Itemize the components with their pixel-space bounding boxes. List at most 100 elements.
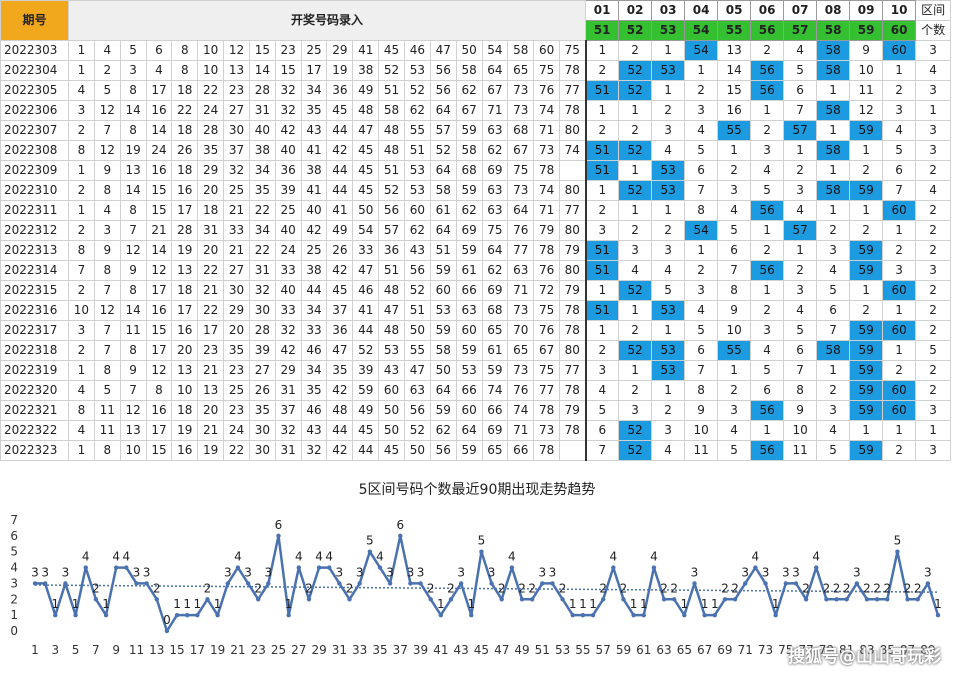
period-cell: 2022314 <box>0 260 69 281</box>
drawn-number-cell: 58 <box>455 140 483 161</box>
zone-cell: 6 <box>584 420 620 441</box>
zone-cell: 9 <box>783 400 818 421</box>
x-tick-label: 87 <box>900 643 915 657</box>
drawn-number-cell: 9 <box>119 360 147 381</box>
drawn-number-cell: 25 <box>300 40 328 61</box>
drawn-number-cell: 24 <box>223 420 250 441</box>
zone-header-52: 52 <box>618 20 653 41</box>
data-point <box>499 597 504 602</box>
data-point <box>63 581 68 586</box>
x-tick-label: 1 <box>31 643 39 657</box>
x-tick-label: 29 <box>311 643 326 657</box>
drawn-number-cell: 48 <box>378 140 405 161</box>
zone-cell: 59 <box>849 260 884 281</box>
table-row: 2022316 10 12 14 16 17 22 29 30 33 34 37 41 47 51 53 63 6… <box>0 300 952 321</box>
data-point <box>367 549 373 554</box>
data-point <box>53 612 58 618</box>
zone-header-03: 03 <box>651 0 686 21</box>
data-point <box>743 581 748 586</box>
drawn-number-cell: 40 <box>300 200 328 221</box>
data-label: 4 <box>82 550 90 564</box>
drawn-number-cell: 41 <box>326 200 354 221</box>
data-point <box>874 597 880 602</box>
zone-cell: 3 <box>618 240 653 261</box>
zone-cell: 58 <box>816 140 851 161</box>
zone-cell: 1 <box>651 200 686 221</box>
drawn-number-cell: 16 <box>171 320 199 341</box>
data-point <box>641 612 646 618</box>
drawn-number-cell: 4 <box>68 80 95 101</box>
period-cell: 2022315 <box>0 280 69 301</box>
data-label: 2 <box>254 581 262 595</box>
drawn-number-cell: 39 <box>352 360 380 381</box>
drawn-number-cell: 35 <box>300 380 328 401</box>
data-point <box>763 581 768 586</box>
drawn-number-cell: 18 <box>197 200 225 221</box>
drawn-number-cell: 24 <box>274 240 302 261</box>
data-point <box>529 597 535 602</box>
drawn-number-cell: 4 <box>93 200 121 221</box>
zone-cell: 3 <box>651 240 686 261</box>
drawn-number-cell: 42 <box>326 260 354 281</box>
data-point <box>103 612 109 618</box>
drawn-number-cell: 65 <box>481 440 509 461</box>
drawn-number-cell: 80 <box>559 220 587 241</box>
drawn-number-cell: 17 <box>171 200 199 221</box>
drawn-number-cell: 50 <box>352 200 380 221</box>
drawn-number-cell: 67 <box>507 140 535 161</box>
y-tick-label: 2 <box>10 592 18 606</box>
data-label: 1 <box>437 597 445 611</box>
zone-cell: 1 <box>584 280 620 301</box>
data-point <box>184 612 190 618</box>
zone-cell: 2 <box>882 360 917 381</box>
zone-cell: 1 <box>849 140 884 161</box>
data-label: 4 <box>752 550 760 564</box>
zone-cell: 13 <box>717 40 752 61</box>
drawn-number-cell: 74 <box>559 140 587 161</box>
zone-cell: 4 <box>750 340 785 361</box>
data-label: 3 <box>741 565 749 579</box>
drawn-number-cell: 40 <box>274 220 302 241</box>
zone-cell: 4 <box>651 140 686 161</box>
drawn-number-cell: 57 <box>429 120 457 141</box>
drawn-number-cell: 79 <box>533 220 561 241</box>
zone-cell: 51 <box>584 160 620 181</box>
drawn-number-cell: 30 <box>248 440 276 461</box>
data-label: 3 <box>924 565 932 579</box>
zone-cell: 6 <box>750 380 785 401</box>
drawn-number-cell: 27 <box>248 360 276 381</box>
data-point <box>377 565 383 570</box>
drawn-number-cell: 8 <box>93 260 121 281</box>
zone-cell: 1 <box>618 200 653 221</box>
x-tick-label: 57 <box>596 643 611 657</box>
data-label: 4 <box>234 550 242 564</box>
zone-cell: 59 <box>849 340 884 361</box>
y-tick-label: 3 <box>10 576 18 590</box>
zone-cell: 6 <box>783 340 818 361</box>
drawn-number-cell: 38 <box>352 60 380 81</box>
drawn-number-cell: 41 <box>352 300 380 321</box>
drawn-number-cell: 8 <box>171 60 199 81</box>
drawn-number-cell: 59 <box>429 320 457 341</box>
zone-header-07: 07 <box>783 0 818 21</box>
data-label: 1 <box>214 597 222 611</box>
drawn-number-cell: 53 <box>403 160 431 181</box>
y-tick-label: 1 <box>10 608 18 622</box>
zone-cell: 10 <box>717 320 752 341</box>
drawn-number-cell: 22 <box>248 240 276 261</box>
drawn-number-cell: 35 <box>197 140 225 161</box>
data-label: 1 <box>72 597 80 611</box>
x-tick-label: 15 <box>169 643 184 657</box>
drawn-number-cell: 33 <box>274 260 302 281</box>
zone-cell: 4 <box>783 200 818 221</box>
data-label: 3 <box>457 565 465 579</box>
zone-cell: 1 <box>750 100 785 121</box>
drawn-number-cell: 60 <box>429 280 457 301</box>
data-label: 1 <box>681 597 689 611</box>
drawn-number-cell: 8 <box>68 240 95 261</box>
data-label: 2 <box>843 581 851 595</box>
drawn-number-cell: 16 <box>145 300 173 321</box>
data-label: 1 <box>102 597 110 611</box>
zone-header-05: 05 <box>717 0 752 21</box>
drawn-number-cell: 73 <box>507 360 535 381</box>
